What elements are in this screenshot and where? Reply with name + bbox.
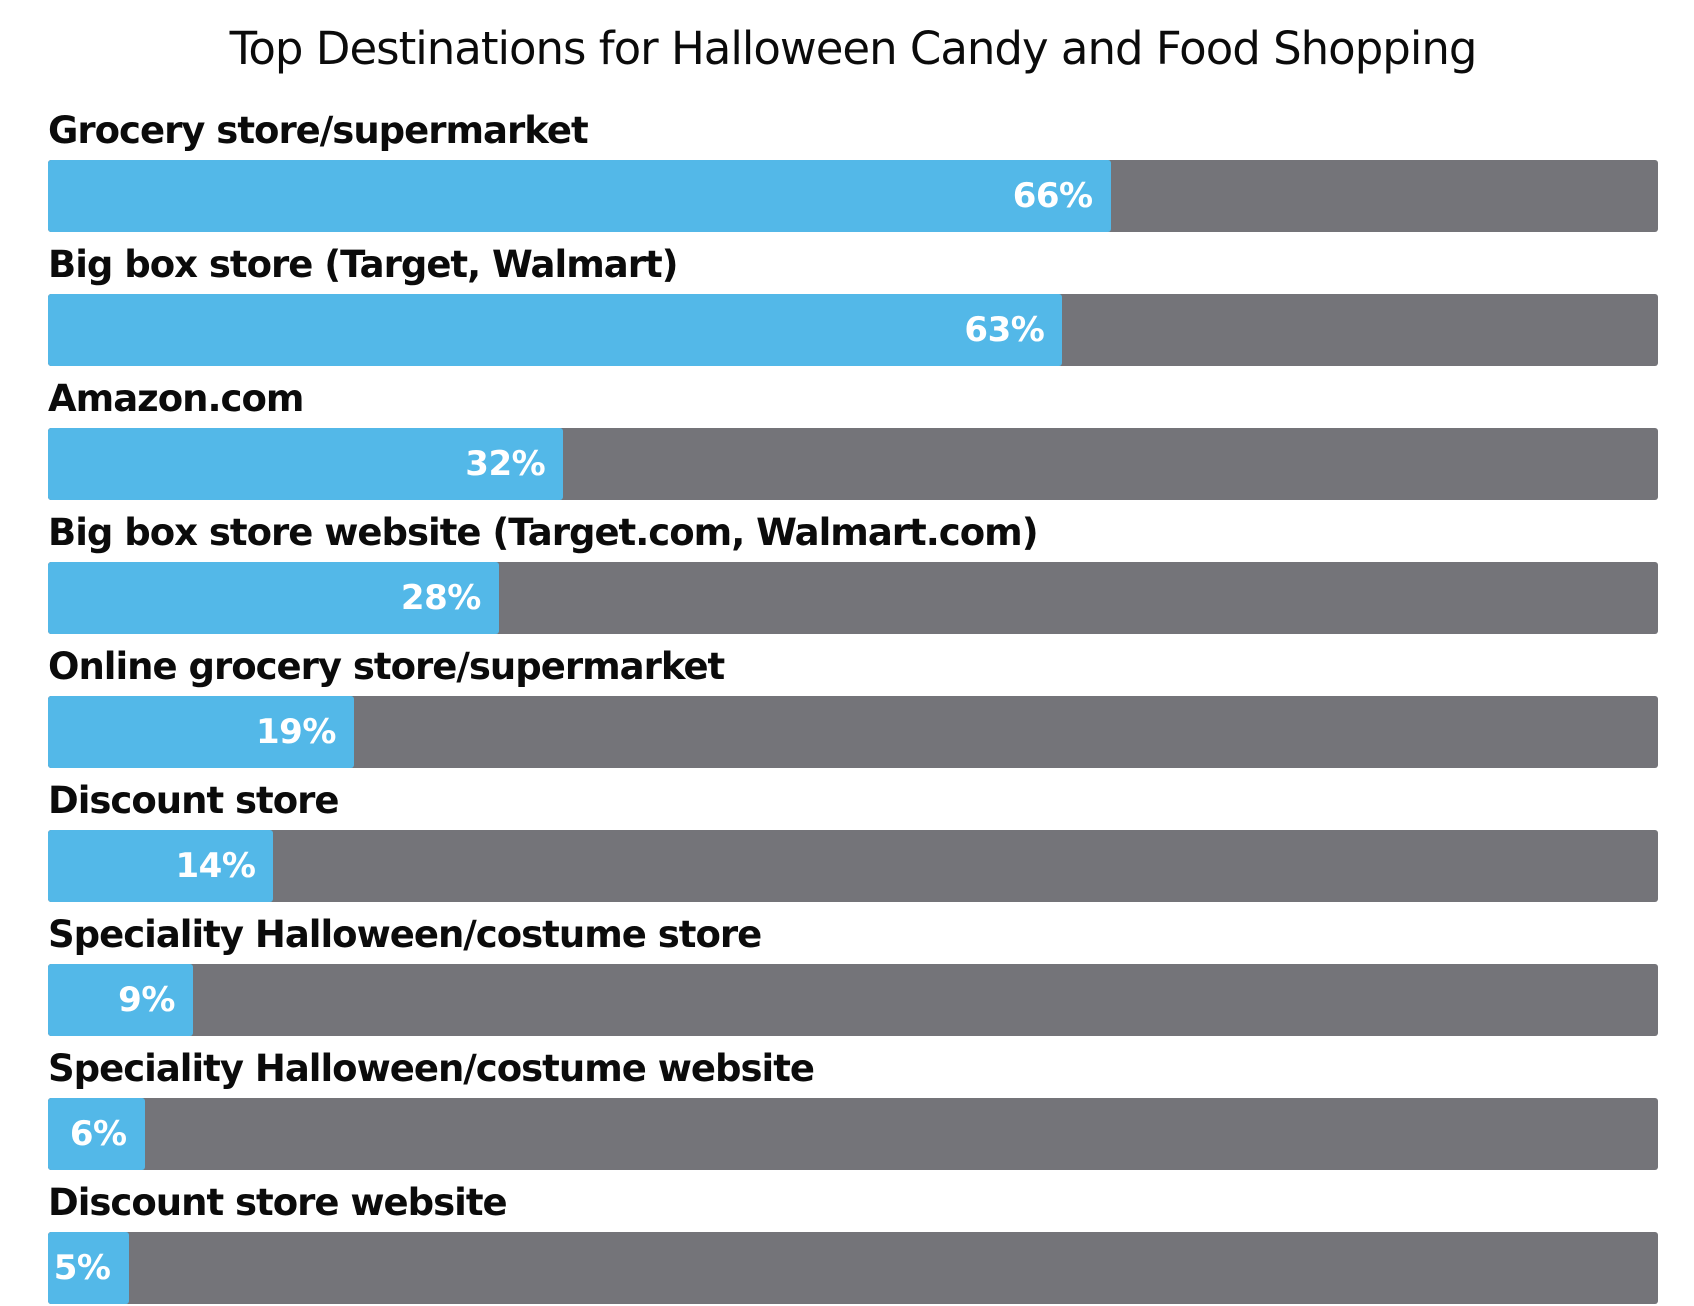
- bar-fill: 19%: [48, 695, 354, 768]
- bar-track: 66%: [48, 159, 1658, 232]
- bar-value-label: 14%: [175, 845, 256, 886]
- bar-value-label: 63%: [964, 309, 1045, 350]
- bar-track: 63%: [48, 293, 1658, 366]
- bar-fill: 66%: [48, 159, 1111, 232]
- bar-fill: 28%: [48, 561, 499, 634]
- bar-value-label: 19%: [256, 711, 336, 752]
- bar-category-label: Big box store website (Target.com, Walma…: [48, 510, 1039, 554]
- bar-category-label: Discount store website: [48, 1180, 508, 1224]
- bar-fill: 14%: [48, 829, 274, 902]
- bar-track: 6%: [48, 1097, 1658, 1170]
- bar-track: 9%: [48, 963, 1658, 1036]
- bar-row: Speciality Halloween/costume website 6%: [48, 1046, 1658, 1170]
- bar-category-label: Amazon.com: [48, 376, 304, 420]
- bar-track: 28%: [48, 561, 1658, 634]
- bar-fill: 5%: [48, 1231, 129, 1304]
- bar-value-label: 28%: [400, 577, 481, 618]
- bar-row: Online grocery store/supermarket 19%: [48, 644, 1658, 768]
- bar-category-label: Discount store: [48, 778, 340, 822]
- bar-row: Big box store (Target, Walmart) 63%: [48, 242, 1658, 366]
- bar-category-label: Online grocery store/supermarket: [48, 644, 725, 688]
- bar-row: Discount store 14%: [48, 778, 1658, 902]
- bar-track: 5%: [48, 1231, 1658, 1304]
- bar-category-label: Grocery store/supermarket: [48, 109, 589, 152]
- bar-row: Grocery store/supermarket 66%: [48, 111, 1658, 232]
- bar-category-label: Speciality Halloween/costume store: [48, 912, 762, 956]
- bar-value-label: 6%: [69, 1113, 127, 1154]
- bar-value-label: 9%: [118, 979, 175, 1020]
- bar-row: Big box store website (Target.com, Walma…: [48, 510, 1658, 634]
- bar-fill: 32%: [48, 427, 564, 500]
- bar-fill: 63%: [48, 293, 1063, 366]
- bar-track: 32%: [48, 427, 1658, 500]
- bar-category-label: Speciality Halloween/costume website: [48, 1046, 815, 1090]
- bar-track: 19%: [48, 695, 1658, 768]
- chart-rows: Grocery store/supermarket 66% Big box st…: [48, 111, 1658, 1304]
- bar-row: Amazon.com 32%: [48, 376, 1658, 500]
- bar-value-label: 5%: [53, 1247, 111, 1288]
- bar-value-label: 32%: [465, 443, 546, 484]
- bar-row: Speciality Halloween/costume store 9%: [48, 912, 1658, 1036]
- bar-fill: 6%: [48, 1097, 145, 1170]
- chart-title: Top Destinations for Halloween Candy and…: [229, 22, 1478, 75]
- bar-value-label: 66%: [1012, 175, 1093, 216]
- bar-track: 14%: [48, 829, 1658, 902]
- bar-row: Discount store website 5%: [48, 1180, 1658, 1304]
- bar-category-label: Big box store (Target, Walmart): [48, 242, 679, 286]
- bar-fill: 9%: [48, 963, 193, 1036]
